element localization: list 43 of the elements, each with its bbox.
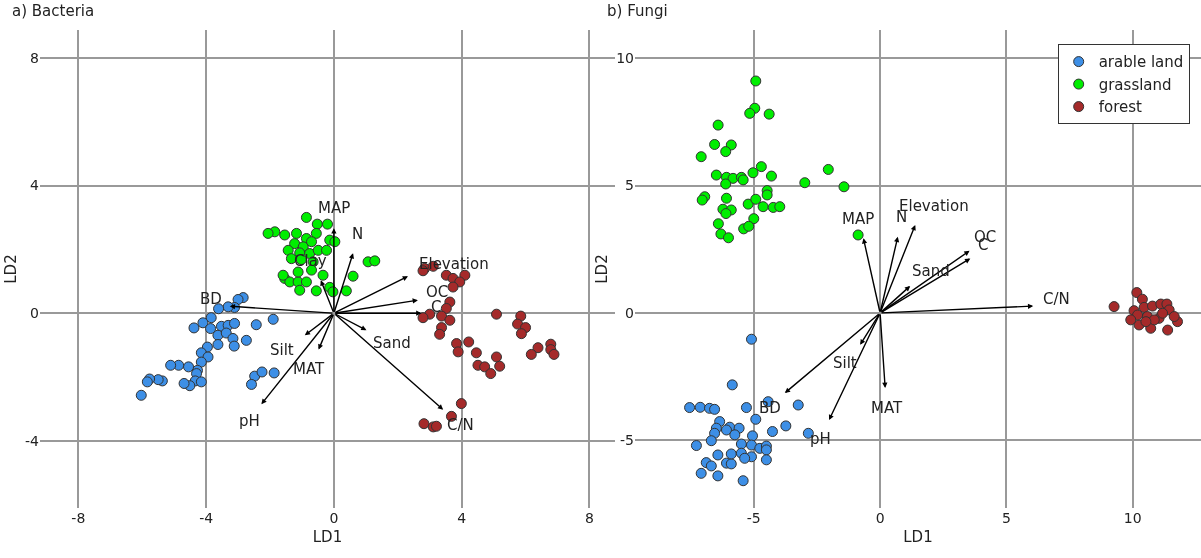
annotation: pH: [810, 430, 831, 448]
annotation: C/N: [447, 416, 474, 434]
y-axis-title: LD2: [593, 254, 612, 284]
x-tick-label: 4: [457, 510, 467, 526]
x-tick-label: 8: [584, 510, 594, 526]
x-tick-label: -5: [746, 510, 761, 526]
y-tick-label: -5: [620, 432, 634, 449]
chart-title: a) Bacteria: [12, 2, 95, 20]
y-axis-title: LD2: [2, 254, 21, 284]
annotation: MAP: [318, 199, 351, 217]
x-tick-label: -8: [71, 510, 86, 526]
y-tick-label: 10: [616, 49, 634, 66]
annotation: MAT: [293, 360, 326, 378]
annotation: BD: [200, 290, 222, 308]
annotation: Silt: [833, 354, 857, 372]
y-tick-label: -4: [25, 432, 40, 449]
x-axis-title: LD1: [903, 528, 933, 546]
annotation: MAP: [842, 210, 875, 228]
x-axis-title: LD1: [312, 528, 343, 546]
annotation: pH: [239, 412, 260, 430]
legend-label: forest: [1098, 98, 1143, 117]
y-tick-label: 0: [30, 305, 39, 322]
annotation: Sand: [373, 334, 411, 352]
x-tick-label: 5: [1001, 510, 1011, 526]
annotation: Clay: [294, 252, 327, 270]
x-tick-label: 10: [1123, 510, 1142, 526]
x-tick-label: 0: [875, 510, 885, 526]
x-tick-label: -4: [199, 510, 214, 526]
annotation: C: [431, 298, 442, 316]
legend-label: grassland: [1098, 75, 1172, 94]
y-tick-label: 5: [625, 177, 634, 194]
y-tick-label: 8: [30, 49, 39, 66]
annotation: Silt: [270, 341, 294, 359]
y-tick-label: 0: [625, 304, 634, 321]
chart-title: b) Fungi: [607, 2, 668, 20]
annotation: OC: [426, 283, 449, 301]
annotation: BD: [759, 399, 781, 417]
annotation: MAT: [871, 399, 904, 417]
annotation: C/N: [1043, 290, 1070, 308]
annotation: N: [352, 225, 364, 243]
y-tick-label: 4: [30, 177, 40, 194]
legend-label: arable land: [1098, 53, 1184, 72]
x-tick-label: 0: [329, 510, 339, 526]
